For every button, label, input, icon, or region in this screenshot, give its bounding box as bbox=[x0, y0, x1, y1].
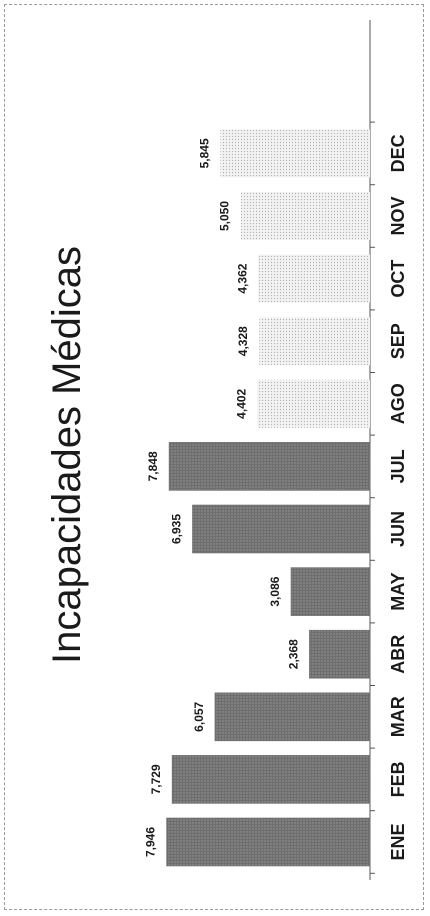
value-label-dec: 5,845 bbox=[197, 138, 211, 168]
value-label-sep: 4,328 bbox=[236, 326, 250, 356]
value-label-jul: 7,848 bbox=[146, 451, 160, 481]
category-label-dec: DEC bbox=[388, 134, 408, 172]
value-label-may: 3,086 bbox=[268, 576, 282, 606]
category-label-sep: SEP bbox=[388, 323, 408, 359]
category-label-nov: NOV bbox=[388, 196, 408, 235]
category-label-may: MAY bbox=[388, 572, 408, 610]
bar-abr bbox=[309, 629, 371, 679]
bar-mar bbox=[214, 692, 371, 742]
bar-feb bbox=[171, 755, 371, 804]
category-label-mar: MAR bbox=[388, 696, 408, 737]
value-label-mar: 6,057 bbox=[192, 701, 206, 731]
bar-dec bbox=[220, 129, 370, 178]
category-label-feb: FEB bbox=[388, 761, 408, 797]
bar-ene bbox=[166, 817, 371, 867]
bar-oct bbox=[258, 254, 370, 303]
bar-ago bbox=[257, 379, 370, 428]
bar-jul bbox=[168, 442, 371, 491]
bar-may bbox=[290, 567, 371, 616]
value-labels-group: 7,946 7,729 6,057 2,368 3,086 6,935 7,848 4,402… bbox=[144, 138, 301, 857]
bar-jun bbox=[192, 504, 371, 554]
chart-title: Incapacidades Médicas bbox=[45, 246, 89, 664]
value-label-feb: 7,729 bbox=[149, 764, 163, 794]
bar-nov bbox=[240, 192, 370, 240]
bar-sep bbox=[259, 317, 370, 366]
category-label-ago: AGO bbox=[388, 383, 408, 424]
value-label-ene: 7,946 bbox=[144, 827, 158, 857]
value-label-abr: 2,368 bbox=[286, 639, 300, 669]
chart-frame bbox=[4, 4, 424, 910]
value-label-oct: 4,362 bbox=[235, 263, 249, 293]
value-label-nov: 5,050 bbox=[218, 201, 232, 231]
value-label-ago: 4,402 bbox=[234, 388, 248, 418]
value-label-jun: 6,935 bbox=[169, 514, 183, 544]
bars-group bbox=[166, 129, 371, 867]
axis-ticks bbox=[370, 121, 375, 874]
category-label-oct: OCT bbox=[388, 260, 408, 298]
category-label-jul: JUL bbox=[388, 449, 408, 483]
category-labels-group: ENE FEB MAR ABR MAY JUN JUL AGO SEP OCT NOV DEC bbox=[388, 134, 408, 860]
category-label-ene: ENE bbox=[388, 823, 408, 860]
category-label-jun: JUN bbox=[388, 511, 408, 547]
category-label-abr: ABR bbox=[388, 635, 408, 674]
